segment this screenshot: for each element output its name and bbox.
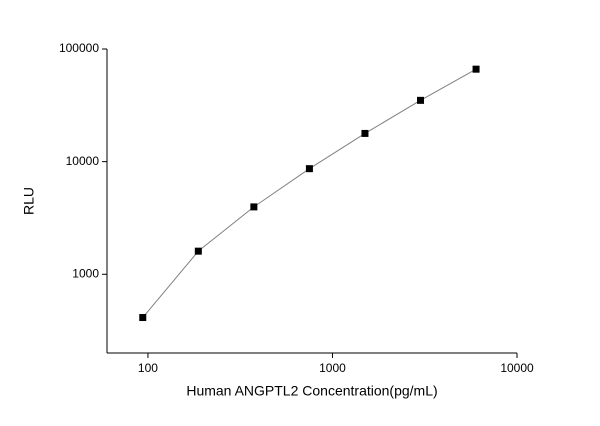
x-tick-label: 1000 [319, 361, 346, 375]
marker [472, 65, 480, 73]
marker [250, 203, 258, 211]
y-tick-label: 10000 [66, 154, 100, 168]
y-tick-label: 100000 [59, 41, 99, 55]
marker [194, 247, 202, 255]
x-axis-label: Human ANGPTL2 Concentration(pg/mL) [186, 383, 437, 399]
y-tick-label: 1000 [72, 266, 99, 280]
marker [305, 165, 313, 173]
x-tick-label: 100 [138, 361, 158, 375]
marker [417, 96, 425, 104]
x-tick-label: 10000 [500, 361, 534, 375]
y-axis-label: RLU [21, 187, 37, 215]
line [142, 68, 477, 318]
marker [139, 314, 147, 322]
marker [361, 129, 369, 137]
